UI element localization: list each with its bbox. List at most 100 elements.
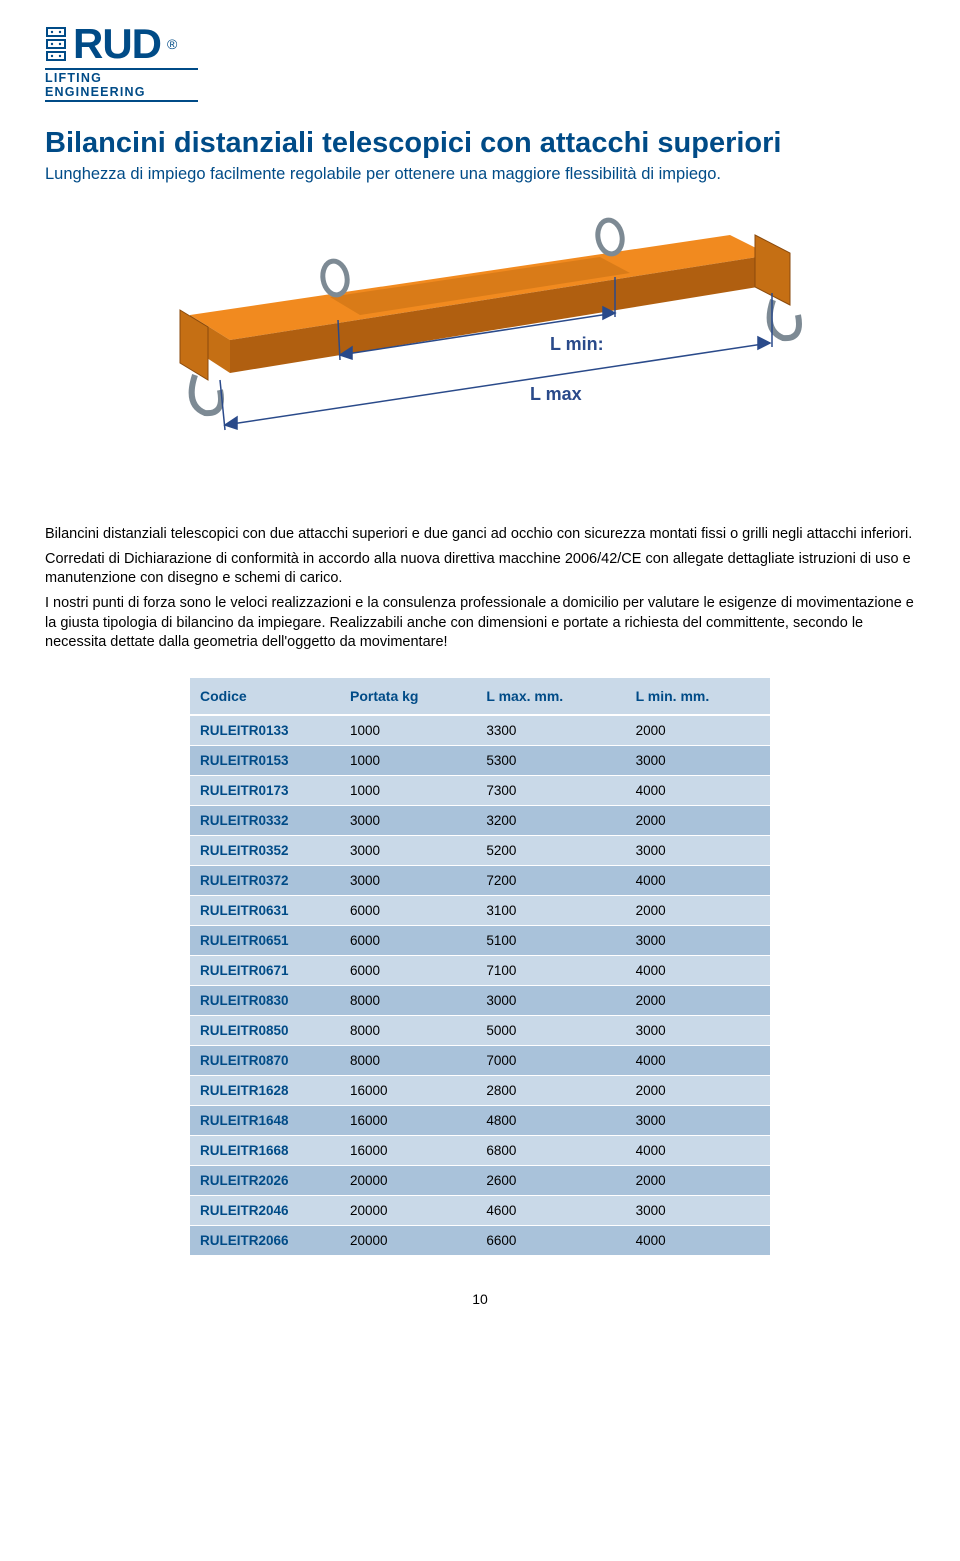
col-lmax: L max. mm. — [476, 678, 625, 715]
col-lmin: L min. mm. — [626, 678, 770, 715]
cell-value: 2000 — [626, 1165, 770, 1195]
cell-code: RULEITR0352 — [190, 835, 340, 865]
cell-value: 4000 — [626, 865, 770, 895]
table-row: RULEITR20262000026002000 — [190, 1165, 770, 1195]
table-row: RULEITR0651600051003000 — [190, 925, 770, 955]
cell-value: 16000 — [340, 1135, 476, 1165]
table-row: RULEITR0631600031002000 — [190, 895, 770, 925]
cell-value: 7300 — [476, 775, 625, 805]
cell-value: 2000 — [626, 895, 770, 925]
table-row: RULEITR0671600071004000 — [190, 955, 770, 985]
cell-value: 5200 — [476, 835, 625, 865]
table-row: RULEITR0850800050003000 — [190, 1015, 770, 1045]
cell-value: 3000 — [340, 805, 476, 835]
table-row: RULEITR0332300032002000 — [190, 805, 770, 835]
cell-value: 16000 — [340, 1075, 476, 1105]
cell-value: 2800 — [476, 1075, 625, 1105]
cell-value: 5000 — [476, 1015, 625, 1045]
cell-value: 20000 — [340, 1195, 476, 1225]
cell-value: 3100 — [476, 895, 625, 925]
beam-diagram: L min: L max — [130, 215, 830, 495]
table-row: RULEITR20662000066004000 — [190, 1225, 770, 1255]
cell-value: 5300 — [476, 745, 625, 775]
cell-value: 3000 — [340, 865, 476, 895]
cell-value: 7000 — [476, 1045, 625, 1075]
cell-value: 3000 — [340, 835, 476, 865]
cell-value: 3000 — [476, 985, 625, 1015]
col-portata: Portata kg — [340, 678, 476, 715]
diagram-lmax-label: L max — [530, 384, 582, 404]
table-header-row: Codice Portata kg L max. mm. L min. mm. — [190, 678, 770, 715]
cell-code: RULEITR0133 — [190, 715, 340, 746]
cell-value: 4000 — [626, 775, 770, 805]
cell-value: 2600 — [476, 1165, 625, 1195]
cell-value: 6800 — [476, 1135, 625, 1165]
cell-value: 20000 — [340, 1165, 476, 1195]
cell-value: 2000 — [626, 715, 770, 746]
logo-mark-icon — [45, 26, 67, 62]
diagram-lmin-label: L min: — [550, 334, 604, 354]
table-row: RULEITR0870800070004000 — [190, 1045, 770, 1075]
table-row: RULEITR0830800030002000 — [190, 985, 770, 1015]
cell-code: RULEITR2066 — [190, 1225, 340, 1255]
cell-value: 3300 — [476, 715, 625, 746]
cell-code: RULEITR0830 — [190, 985, 340, 1015]
registered-icon: ® — [167, 36, 177, 52]
cell-value: 20000 — [340, 1225, 476, 1255]
cell-value: 6000 — [340, 895, 476, 925]
cell-value: 6000 — [340, 955, 476, 985]
table-row: RULEITR0153100053003000 — [190, 745, 770, 775]
cell-value: 7200 — [476, 865, 625, 895]
cell-code: RULEITR0671 — [190, 955, 340, 985]
cell-value: 6600 — [476, 1225, 625, 1255]
table-row: RULEITR16681600068004000 — [190, 1135, 770, 1165]
cell-code: RULEITR1628 — [190, 1075, 340, 1105]
cell-value: 5100 — [476, 925, 625, 955]
cell-value: 8000 — [340, 1045, 476, 1075]
cell-code: RULEITR0153 — [190, 745, 340, 775]
cell-value: 8000 — [340, 985, 476, 1015]
cell-value: 4000 — [626, 1225, 770, 1255]
cell-code: RULEITR0870 — [190, 1045, 340, 1075]
cell-value: 1000 — [340, 745, 476, 775]
cell-value: 3000 — [626, 1195, 770, 1225]
cell-value: 3000 — [626, 1105, 770, 1135]
spec-table: Codice Portata kg L max. mm. L min. mm. … — [190, 678, 770, 1256]
cell-value: 2000 — [626, 805, 770, 835]
paragraph-3: I nostri punti di forza sono le veloci r… — [45, 594, 915, 653]
logo-block: RUD ® LIFTING ENGINEERING — [45, 20, 915, 102]
table-row: RULEITR0372300072004000 — [190, 865, 770, 895]
page-title: Bilancini distanziali telescopici con at… — [45, 127, 915, 160]
cell-value: 4600 — [476, 1195, 625, 1225]
cell-code: RULEITR2026 — [190, 1165, 340, 1195]
cell-code: RULEITR0332 — [190, 805, 340, 835]
cell-value: 16000 — [340, 1105, 476, 1135]
cell-code: RULEITR1668 — [190, 1135, 340, 1165]
cell-value: 3000 — [626, 745, 770, 775]
cell-value: 2000 — [626, 1075, 770, 1105]
logo-brand: RUD — [73, 20, 161, 68]
cell-value: 3200 — [476, 805, 625, 835]
cell-value: 4800 — [476, 1105, 625, 1135]
cell-code: RULEITR0651 — [190, 925, 340, 955]
cell-code: RULEITR0631 — [190, 895, 340, 925]
cell-value: 4000 — [626, 1045, 770, 1075]
cell-value: 6000 — [340, 925, 476, 955]
cell-code: RULEITR0850 — [190, 1015, 340, 1045]
table-row: RULEITR0352300052003000 — [190, 835, 770, 865]
table-row: RULEITR16481600048003000 — [190, 1105, 770, 1135]
cell-code: RULEITR0173 — [190, 775, 340, 805]
cell-value: 4000 — [626, 955, 770, 985]
paragraph-2: Corredati di Dichiarazione di conformità… — [45, 550, 915, 589]
logo-subtitle: LIFTING ENGINEERING — [45, 68, 198, 102]
table-row: RULEITR0173100073004000 — [190, 775, 770, 805]
cell-value: 3000 — [626, 835, 770, 865]
page-number: 10 — [45, 1291, 915, 1307]
cell-value: 7100 — [476, 955, 625, 985]
cell-code: RULEITR0372 — [190, 865, 340, 895]
cell-value: 3000 — [626, 925, 770, 955]
paragraph-1: Bilancini distanziali telescopici con du… — [45, 525, 915, 545]
table-row: RULEITR0133100033002000 — [190, 715, 770, 746]
table-row: RULEITR16281600028002000 — [190, 1075, 770, 1105]
cell-code: RULEITR1648 — [190, 1105, 340, 1135]
